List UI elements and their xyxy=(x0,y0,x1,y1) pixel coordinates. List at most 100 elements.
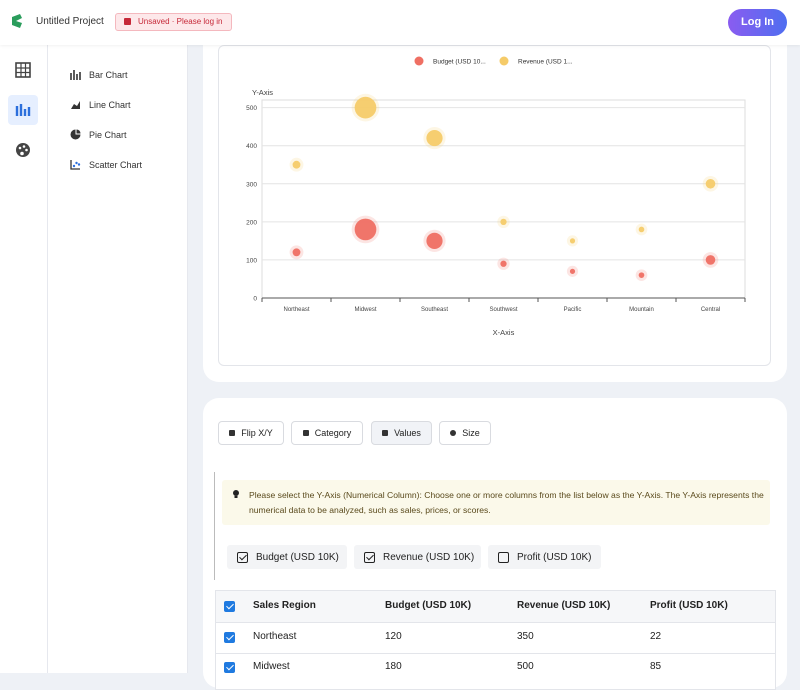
legend-label: Budget (USD 10... xyxy=(433,59,486,66)
checkbox[interactable] xyxy=(364,551,375,563)
bubble xyxy=(638,272,645,278)
bubble xyxy=(705,178,716,189)
unsaved-text: Unsaved · Please log in xyxy=(138,17,223,26)
project-name: Untitled Project xyxy=(36,16,104,27)
y-tick-label: 100 xyxy=(246,257,257,264)
unsaved-badge[interactable]: Unsaved · Please log in xyxy=(115,13,232,31)
x-axis-label: X-Axis xyxy=(493,328,515,337)
x-tick-label: Mountain xyxy=(629,307,654,313)
column-selector[interactable]: Profit (USD 10K) xyxy=(488,545,601,569)
bubble xyxy=(426,129,443,147)
button-icon xyxy=(302,430,309,436)
selector-label: Profit (USD 10K) xyxy=(517,551,592,563)
bubble xyxy=(354,96,377,119)
table-cell: Midwest xyxy=(253,661,290,672)
row-divider xyxy=(216,653,775,654)
chart-icon xyxy=(15,104,31,116)
menu-item[interactable]: Scatter Chart xyxy=(70,159,142,170)
bubble xyxy=(292,248,301,257)
x-tick-label: Southwest xyxy=(489,307,517,313)
chart-tab[interactable] xyxy=(8,95,38,125)
legend-label: Revenue (USD 1... xyxy=(518,59,573,66)
y-tick-label: 400 xyxy=(246,143,257,150)
button-icon xyxy=(382,430,389,436)
table-cell: 350 xyxy=(517,631,534,642)
bubble xyxy=(292,160,301,169)
icon-rail xyxy=(0,45,48,673)
y-tick-label: 300 xyxy=(246,181,257,188)
y-tick-label: 0 xyxy=(253,296,257,303)
toolbar-button[interactable]: Size xyxy=(439,421,491,445)
table-icon[interactable] xyxy=(15,62,31,78)
divider xyxy=(214,472,215,580)
toolbar-button[interactable]: Flip X/Y xyxy=(218,421,284,445)
table-cell: 500 xyxy=(517,661,534,672)
bubble xyxy=(638,226,645,233)
bubble xyxy=(500,260,507,267)
button-label: Values xyxy=(394,428,421,438)
bubble xyxy=(500,218,507,225)
top-bar: Untitled Project Unsaved · Please log in… xyxy=(0,0,800,45)
checkbox[interactable] xyxy=(224,632,235,643)
y-tick-label: 500 xyxy=(246,105,257,112)
toolbar-button[interactable]: Category xyxy=(291,421,363,445)
checkbox[interactable] xyxy=(498,551,509,563)
table-header-cell: Profit (USD 10K) xyxy=(650,600,728,611)
button-icon xyxy=(229,430,236,436)
chart: 0 100 200 300 400 500 Y-Axis X-Axis Northeast Mid… xyxy=(246,56,746,337)
menu-item[interactable]: Line Chart xyxy=(70,99,131,110)
x-tick-label: Pacific xyxy=(564,307,582,313)
menu-label: Bar Chart xyxy=(89,69,128,80)
x-tick-label: Northeast xyxy=(283,307,309,313)
menu-item[interactable]: Bar Chart xyxy=(70,69,128,80)
button-label: Flip X/Y xyxy=(241,428,273,438)
table-header xyxy=(216,591,775,623)
selector-label: Revenue (USD 10K) xyxy=(383,551,475,563)
info-box: Please select the Y-Axis (Numerical Colu… xyxy=(222,480,770,525)
icon xyxy=(70,160,81,170)
table-cell: 180 xyxy=(385,661,402,672)
menu-label: Line Chart xyxy=(89,99,131,110)
x-tick-label: Central xyxy=(701,307,720,313)
button-label: Category xyxy=(314,428,352,438)
chart-type-menu: Bar Chart Line Chart Pie Chart Scatter C… xyxy=(48,45,188,673)
column-selector[interactable]: Revenue (USD 10K) xyxy=(354,545,481,569)
table-cell: 85 xyxy=(650,661,662,672)
button-icon xyxy=(450,430,457,436)
login-button[interactable]: Log In xyxy=(728,9,787,36)
icon xyxy=(70,70,81,80)
x-tick-label: Midwest xyxy=(354,307,376,313)
menu-label: Scatter Chart xyxy=(89,159,143,170)
bubble xyxy=(705,255,716,265)
info-text: Please select the Y-Axis (Numerical Colu… xyxy=(249,490,764,515)
table-header-cell: Sales Region xyxy=(253,600,316,611)
bubble xyxy=(426,232,443,249)
selector-label: Budget (USD 10K) xyxy=(256,551,339,563)
menu-item[interactable]: Pie Chart xyxy=(70,129,127,140)
y-axis-label: Y-Axis xyxy=(252,88,273,97)
palette-icon[interactable] xyxy=(15,142,31,158)
logo xyxy=(12,14,22,28)
checkbox[interactable] xyxy=(224,601,235,612)
column-selector[interactable]: Budget (USD 10K) xyxy=(227,545,347,569)
bubble xyxy=(354,218,377,241)
legend-swatch xyxy=(499,56,509,66)
button-label: Size xyxy=(462,428,480,438)
table-cell: Northeast xyxy=(253,631,297,642)
toolbar-button[interactable]: Values xyxy=(371,421,432,445)
bubble xyxy=(569,238,576,244)
menu-label: Pie Chart xyxy=(89,129,127,140)
table-header-cell: Revenue (USD 10K) xyxy=(517,600,611,611)
bulb-icon xyxy=(233,490,239,498)
x-tick-label: Southeast xyxy=(421,307,448,313)
legend-swatch xyxy=(414,56,424,66)
chart-frame xyxy=(218,45,771,366)
checkbox[interactable] xyxy=(237,551,248,563)
page: Untitled Project Unsaved · Please log in… xyxy=(0,0,800,673)
bubble xyxy=(569,268,576,274)
chart-card xyxy=(203,30,787,382)
y-tick-label: 200 xyxy=(246,219,257,226)
table-cell: 120 xyxy=(385,631,402,642)
table-cell: 22 xyxy=(650,631,662,642)
checkbox[interactable] xyxy=(224,662,235,673)
